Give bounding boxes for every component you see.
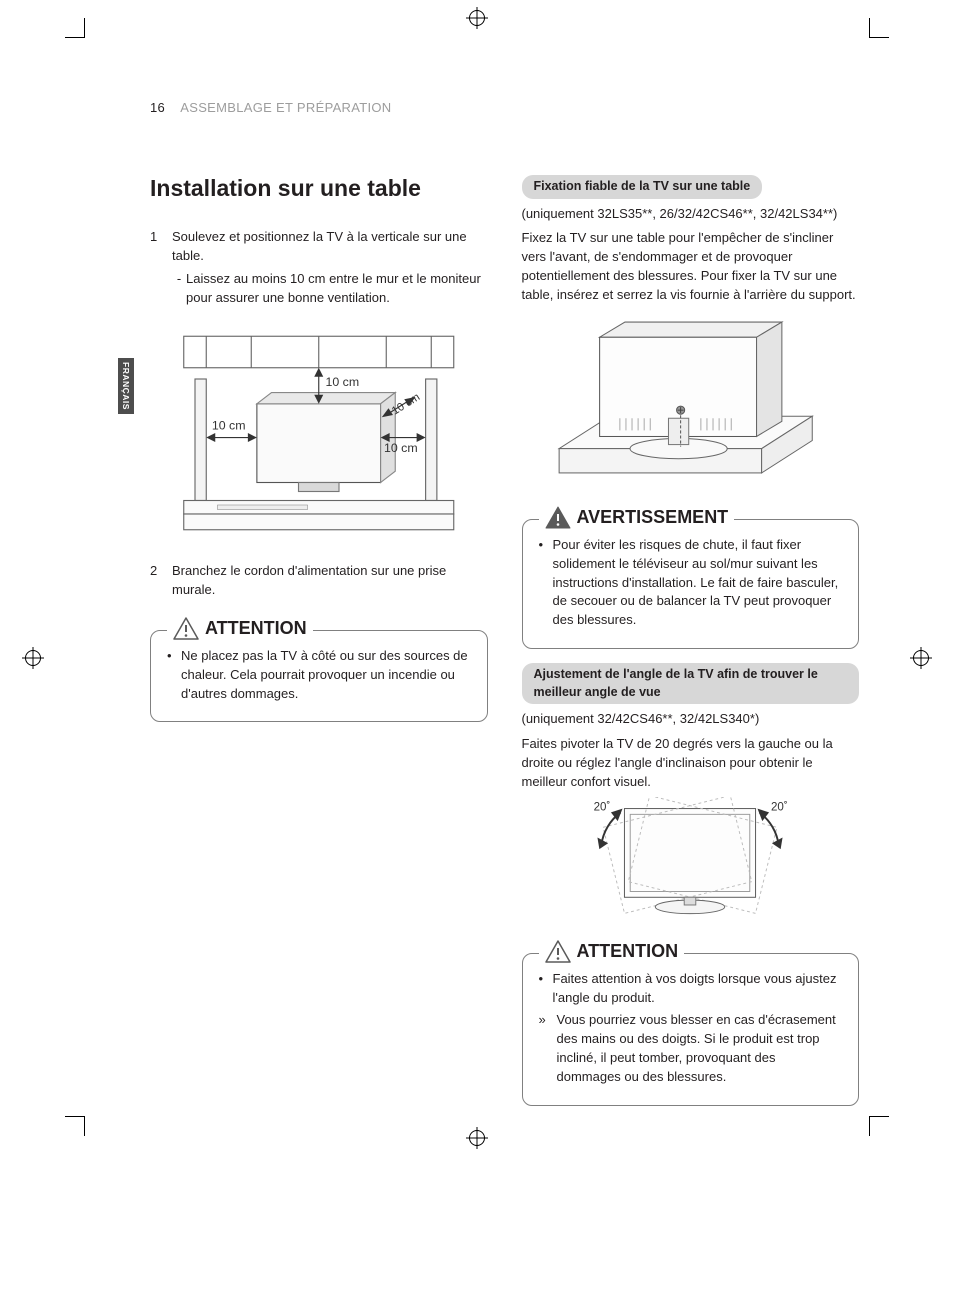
attention-box: ATTENTION • Faites attention à vos doigt… bbox=[522, 953, 860, 1106]
figure-tv-screw bbox=[549, 317, 833, 489]
callout-label: ATTENTION bbox=[577, 941, 679, 962]
svg-text:10 cm: 10 cm bbox=[326, 375, 360, 389]
page-title: Installation sur une table bbox=[150, 175, 488, 202]
svg-text:10 cm: 10 cm bbox=[212, 419, 246, 433]
callout-title: AVERTISSEMENT bbox=[539, 506, 735, 530]
step-number: 2 bbox=[150, 562, 172, 600]
callout-title: ATTENTION bbox=[539, 940, 685, 964]
warning-box: AVERTISSEMENT • Pour éviter les risques … bbox=[522, 519, 860, 649]
callout-text: Ne placez pas la TV à côté ou sur des so… bbox=[181, 647, 471, 704]
step-subtext: Laissez au moins 10 cm entre le mur et l… bbox=[186, 270, 488, 308]
svg-text:20˚: 20˚ bbox=[594, 802, 611, 814]
step-number: 1 bbox=[150, 228, 172, 307]
warning-icon bbox=[173, 617, 199, 641]
svg-text:20˚: 20˚ bbox=[771, 802, 788, 814]
sub-heading: Ajustement de l'angle de la TV afin de t… bbox=[522, 663, 860, 704]
section-title: ASSEMBLAGE ET PRÉPARATION bbox=[180, 100, 391, 115]
figure-tv-swivel: 20˚ 20˚ bbox=[555, 797, 825, 922]
warning-icon bbox=[545, 940, 571, 964]
right-column: Fixation fiable de la TV sur une table (… bbox=[522, 175, 860, 1106]
attention-box: ATTENTION • Ne placez pas la TV à côté o… bbox=[150, 630, 488, 723]
sub-heading: Fixation fiable de la TV sur une table bbox=[522, 175, 763, 199]
callout-bullet: • Faites attention à vos doigts lorsque … bbox=[539, 970, 843, 1008]
steps-list: 2 Branchez le cordon d'alimentation sur … bbox=[150, 562, 488, 600]
callout-text: Pour éviter les risques de chute, il fau… bbox=[553, 536, 843, 630]
figure-tv-clearance: 10 cm 10 cm 10 cm 10 cm bbox=[150, 325, 488, 539]
callout-text: Vous pourriez vous blesser en cas d'écra… bbox=[557, 1011, 843, 1086]
callout-text: Faites attention à vos doigts lorsque vo… bbox=[553, 970, 843, 1008]
body-text: (uniquement 32LS35**, 26/32/42CS46**, 32… bbox=[522, 205, 860, 224]
step-text: Soulevez et positionnez la TV à la verti… bbox=[172, 229, 467, 263]
step-item: 1 Soulevez et positionnez la TV à la ver… bbox=[150, 228, 488, 307]
callout-label: ATTENTION bbox=[205, 618, 307, 639]
left-column: Installation sur une table 1 Soulevez et… bbox=[150, 175, 488, 1106]
language-tab: FRANÇAIS bbox=[118, 358, 134, 414]
callout-title: ATTENTION bbox=[167, 617, 313, 641]
page-header: 16 ASSEMBLAGE ET PRÉPARATION bbox=[150, 100, 859, 115]
svg-text:10 cm: 10 cm bbox=[384, 442, 418, 456]
step-text: Branchez le cordon d'alimentation sur un… bbox=[172, 563, 446, 597]
callout-bullet: » Vous pourriez vous blesser en cas d'éc… bbox=[539, 1011, 843, 1086]
body-text: Faites pivoter la TV de 20 degrés vers l… bbox=[522, 735, 860, 792]
body-text: Fixez la TV sur une table pour l'empêche… bbox=[522, 229, 860, 304]
page-number: 16 bbox=[150, 100, 165, 115]
step-item: 2 Branchez le cordon d'alimentation sur … bbox=[150, 562, 488, 600]
callout-bullet: • Ne placez pas la TV à côté ou sur des … bbox=[167, 647, 471, 704]
callout-bullet: • Pour éviter les risques de chute, il f… bbox=[539, 536, 843, 630]
content-columns: Installation sur une table 1 Soulevez et… bbox=[150, 175, 859, 1106]
body-text: (uniquement 32/42CS46**, 32/42LS340*) bbox=[522, 710, 860, 729]
page: FRANÇAIS 16 ASSEMBLAGE ET PRÉPARATION In… bbox=[0, 0, 954, 1166]
dash-bullet: - bbox=[172, 270, 186, 308]
warning-icon bbox=[545, 506, 571, 530]
steps-list: 1 Soulevez et positionnez la TV à la ver… bbox=[150, 228, 488, 307]
callout-label: AVERTISSEMENT bbox=[577, 507, 729, 528]
